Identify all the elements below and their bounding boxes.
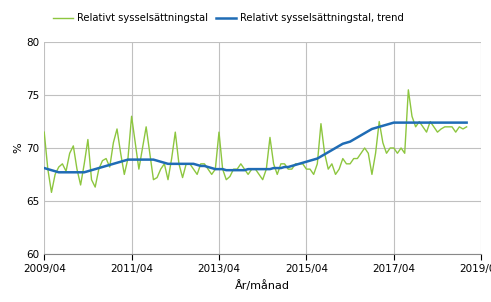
Relativt sysselsättningstal bbox=[442, 125, 448, 129]
Relativt sysselsättningstal bbox=[158, 167, 164, 171]
Relativt sysselsättningstal bbox=[464, 125, 469, 129]
Relativt sysselsättningstal, trend bbox=[56, 170, 62, 174]
Relativt sysselsättningstal, trend bbox=[132, 158, 138, 161]
Relativt sysselsättningstal, trend bbox=[143, 158, 149, 161]
Relativt sysselsättningstal bbox=[406, 88, 411, 92]
Relativt sysselsättningstal, trend bbox=[442, 121, 448, 124]
Relativt sysselsättningstal, trend bbox=[234, 168, 240, 172]
Line: Relativt sysselsättningstal, trend: Relativt sysselsättningstal, trend bbox=[44, 123, 466, 172]
Relativt sysselsättningstal, trend bbox=[464, 121, 469, 124]
Relativt sysselsättningstal, trend bbox=[391, 121, 397, 124]
Y-axis label: %: % bbox=[13, 143, 23, 153]
Relativt sysselsättningstal, trend bbox=[125, 158, 131, 161]
Relativt sysselsättningstal bbox=[41, 130, 47, 134]
Relativt sysselsättningstal bbox=[125, 157, 131, 160]
Relativt sysselsättningstal, trend bbox=[41, 166, 47, 170]
Line: Relativt sysselsättningstal: Relativt sysselsättningstal bbox=[44, 90, 466, 192]
Legend: Relativt sysselsättningstal, Relativt sysselsättningstal, trend: Relativt sysselsättningstal, Relativt sy… bbox=[49, 9, 408, 27]
Relativt sysselsättningstal bbox=[132, 141, 138, 144]
Relativt sysselsättningstal bbox=[234, 167, 240, 171]
Relativt sysselsättningstal bbox=[49, 191, 55, 194]
Relativt sysselsättningstal bbox=[143, 125, 149, 129]
Relativt sysselsättningstal, trend bbox=[158, 160, 164, 163]
X-axis label: År/månad: År/månad bbox=[235, 280, 290, 291]
